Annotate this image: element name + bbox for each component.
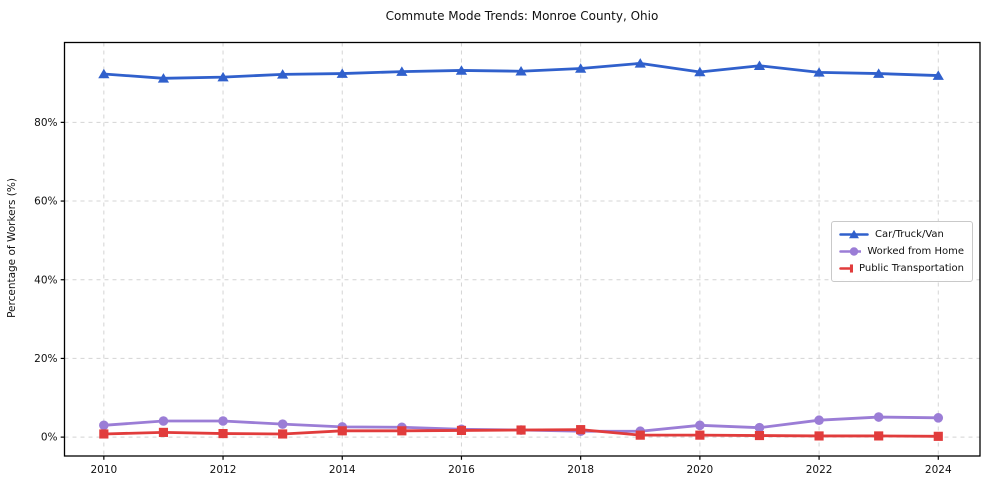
y-tick-label: 20%	[34, 353, 57, 365]
y-tick-label: 60%	[34, 196, 57, 208]
data-point-marker	[849, 247, 859, 256]
chart-title: Commute Mode Trends: Monroe County, Ohio	[386, 9, 659, 23]
data-point-marker	[753, 60, 766, 70]
data-point-marker	[575, 63, 587, 73]
x-tick-label: 2016	[448, 464, 475, 476]
plot-background	[64, 42, 980, 456]
x-tick-label: 2012	[210, 464, 237, 476]
y-tick-label: 40%	[34, 274, 57, 286]
legend-label: Worked from Home	[867, 246, 964, 257]
data-point-marker	[576, 425, 586, 435]
data-point-marker	[157, 73, 170, 83]
data-point-marker	[158, 416, 169, 426]
data-point-marker	[874, 431, 884, 441]
y-axis: 0% 20% 40% 60% 80%	[34, 117, 65, 444]
data-point-marker	[694, 66, 706, 77]
legend-swatch-triangle-icon	[839, 229, 869, 239]
data-point-marker	[933, 431, 943, 441]
y-axis-label: Percentage of Workers (%)	[6, 178, 18, 318]
legend-item-worked-from-home: Worked from Home	[839, 244, 964, 259]
data-point-marker	[933, 413, 944, 423]
data-point-marker	[455, 65, 468, 75]
x-tick-label: 2018	[567, 464, 594, 476]
data-point-marker	[217, 71, 229, 82]
data-point-marker	[695, 430, 705, 440]
data-point-marker	[99, 420, 109, 431]
x-tick-label: 2014	[329, 464, 356, 476]
legend-label: Public Transportation	[859, 263, 964, 274]
series-car-truck-van	[98, 58, 944, 83]
data-point-marker	[754, 422, 765, 433]
data-point-marker	[277, 419, 288, 429]
legend: Car/Truck/Van Worked from Home Public Tran…	[831, 221, 973, 282]
data-point-marker	[515, 66, 527, 76]
data-point-marker	[456, 425, 467, 436]
data-point-marker	[397, 426, 407, 436]
x-axis: 2010 2012 2014 2016 2018 2020 2022 2024	[90, 456, 952, 476]
data-point-marker	[218, 416, 228, 426]
legend-item-public-transportation: Public Transportation	[839, 261, 964, 276]
x-tick-label: 2022	[806, 464, 833, 476]
legend-item-car-truck-van: Car/Truck/Van	[839, 227, 964, 242]
data-point-marker	[635, 430, 645, 440]
data-point-marker	[98, 68, 110, 79]
data-point-marker	[814, 415, 824, 425]
legend-label: Car/Truck/Van	[875, 229, 944, 240]
data-point-marker	[158, 427, 169, 437]
x-tick-label: 2020	[686, 464, 713, 476]
data-point-marker	[754, 430, 765, 441]
data-point-marker	[337, 426, 347, 436]
data-point-marker	[849, 264, 854, 273]
data-point-marker	[814, 431, 824, 441]
data-point-marker	[278, 429, 288, 439]
x-tick-label: 2024	[925, 464, 952, 476]
data-point-marker	[813, 67, 825, 77]
x-tick-label: 2010	[90, 464, 117, 476]
data-point-marker	[695, 420, 705, 431]
data-point-marker	[396, 66, 408, 76]
legend-swatch-square-icon	[839, 264, 854, 273]
series-public-transportation	[99, 425, 943, 441]
data-point-marker	[932, 70, 944, 80]
data-point-marker	[516, 425, 526, 435]
data-point-marker	[873, 68, 885, 78]
data-point-marker	[873, 412, 884, 422]
data-point-marker	[634, 58, 646, 68]
plot-border	[63, 41, 981, 457]
data-point-marker	[218, 428, 228, 439]
y-tick-label: 0%	[41, 432, 58, 444]
y-tick-label: 80%	[34, 117, 57, 129]
data-point-marker	[99, 429, 109, 439]
data-point-marker	[336, 68, 348, 78]
data-point-marker	[849, 229, 859, 239]
legend-swatch-circle-icon	[839, 247, 862, 256]
data-point-marker	[277, 69, 289, 79]
